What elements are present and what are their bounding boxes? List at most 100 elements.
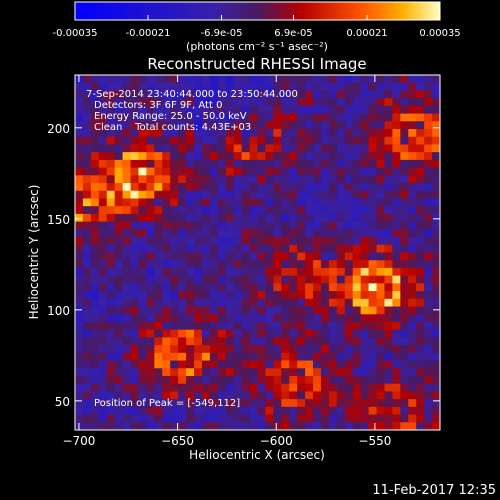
heatmap-cell bbox=[138, 383, 147, 392]
heatmap-cell bbox=[281, 206, 290, 215]
heatmap-cell bbox=[416, 90, 425, 99]
heatmap-cell bbox=[297, 175, 306, 184]
heatmap-cell bbox=[225, 368, 235, 377]
heatmap-cell bbox=[257, 399, 266, 408]
heatmap-cell bbox=[424, 105, 433, 114]
heatmap-cell bbox=[416, 221, 425, 230]
heatmap-cell bbox=[82, 129, 92, 138]
heatmap-cell bbox=[344, 306, 354, 315]
heatmap-cell bbox=[162, 213, 171, 223]
heatmap-cell bbox=[328, 206, 338, 215]
heatmap-cell bbox=[376, 383, 385, 392]
heatmap-cell bbox=[376, 82, 385, 91]
heatmap-cell bbox=[98, 337, 108, 346]
heatmap-cell bbox=[122, 190, 131, 199]
heatmap-cell bbox=[75, 244, 84, 253]
heatmap-cell bbox=[336, 422, 346, 430]
heatmap-cell bbox=[217, 252, 227, 261]
heatmap-cell bbox=[106, 129, 116, 138]
heatmap-cell bbox=[376, 159, 385, 169]
heatmap-cell bbox=[392, 129, 401, 138]
heatmap-cell bbox=[82, 375, 92, 385]
heatmap-cell bbox=[281, 183, 290, 192]
heatmap-cell bbox=[416, 267, 425, 277]
heatmap-cell bbox=[154, 221, 163, 230]
heatmap-cell bbox=[209, 368, 219, 377]
plot-frame bbox=[74, 74, 441, 431]
heatmap-cell bbox=[384, 368, 393, 377]
heatmap-cell bbox=[384, 237, 393, 246]
heatmap-cell bbox=[241, 175, 250, 184]
x-tick-label: −550 bbox=[358, 434, 391, 448]
heatmap-cell bbox=[98, 314, 108, 323]
heatmap-cell bbox=[368, 144, 377, 153]
heatmap-cell bbox=[106, 298, 116, 307]
heatmap-cell bbox=[241, 283, 250, 292]
heatmap-cell bbox=[257, 159, 266, 169]
heatmap-cell bbox=[201, 275, 211, 284]
heatmap-cell bbox=[384, 321, 393, 331]
heatmap-cell bbox=[162, 75, 171, 84]
heatmap-cell bbox=[336, 352, 346, 361]
heatmap-cell bbox=[122, 105, 131, 114]
heatmap-cell bbox=[170, 144, 179, 153]
heatmap-cell bbox=[241, 237, 250, 246]
heatmap-cell bbox=[305, 121, 314, 130]
heatmap-cell bbox=[209, 275, 219, 284]
heatmap-cell bbox=[114, 90, 123, 99]
heatmap-cell bbox=[408, 190, 417, 199]
heatmap-cell bbox=[257, 152, 266, 161]
heatmap-cell bbox=[194, 113, 203, 122]
heatmap-cell bbox=[281, 414, 290, 423]
heatmap-cell bbox=[313, 183, 322, 192]
heatmap-cell bbox=[281, 406, 290, 415]
heatmap-cell bbox=[265, 244, 274, 253]
heatmap-cell bbox=[114, 422, 123, 430]
heatmap-cell bbox=[209, 314, 219, 323]
heatmap-cell bbox=[209, 337, 219, 346]
heatmap-cell bbox=[368, 267, 377, 277]
heatmap-cell bbox=[352, 321, 362, 331]
heatmap-cell bbox=[186, 252, 195, 261]
heatmap-cell bbox=[416, 375, 425, 385]
heatmap-cell bbox=[241, 129, 250, 138]
heatmap-cell bbox=[114, 306, 123, 315]
heatmap-cell bbox=[75, 175, 84, 184]
heatmap-cell bbox=[154, 159, 163, 169]
heatmap-cell bbox=[241, 399, 250, 408]
heatmap-cell bbox=[265, 121, 274, 130]
heatmap-cell bbox=[138, 314, 147, 323]
heatmap-cell bbox=[352, 121, 362, 130]
heatmap-cell bbox=[225, 283, 235, 292]
heatmap-cell bbox=[122, 167, 131, 176]
heatmap-cell bbox=[320, 406, 330, 415]
heatmap-cell bbox=[194, 360, 203, 369]
heatmap-cell bbox=[241, 213, 250, 223]
heatmap-cell bbox=[138, 206, 147, 215]
heatmap-cell bbox=[106, 144, 116, 153]
heatmap-cell bbox=[130, 90, 139, 99]
heatmap-cell bbox=[138, 352, 147, 361]
heatmap-cell bbox=[178, 229, 187, 238]
heatmap-cell bbox=[106, 291, 116, 300]
heatmap-cell bbox=[154, 298, 163, 307]
heatmap-cell bbox=[257, 337, 266, 346]
heatmap-cell bbox=[297, 375, 306, 385]
heatmap-cell bbox=[400, 129, 409, 138]
heatmap-cell bbox=[241, 368, 250, 377]
heatmap-cell bbox=[368, 391, 377, 400]
heatmap-cell bbox=[313, 306, 322, 315]
heatmap-cell bbox=[392, 375, 401, 385]
heatmap-cell bbox=[138, 221, 147, 230]
heatmap-cell bbox=[217, 345, 227, 354]
heatmap-cell bbox=[344, 414, 354, 423]
heatmap-cell bbox=[281, 244, 290, 253]
heatmap-cell bbox=[424, 321, 433, 331]
heatmap-cell bbox=[201, 129, 211, 138]
heatmap-cell bbox=[114, 260, 123, 269]
heatmap-cell bbox=[154, 383, 163, 392]
heatmap-cell bbox=[194, 75, 203, 84]
heatmap-cell bbox=[170, 275, 179, 284]
heatmap-cell bbox=[289, 190, 298, 199]
